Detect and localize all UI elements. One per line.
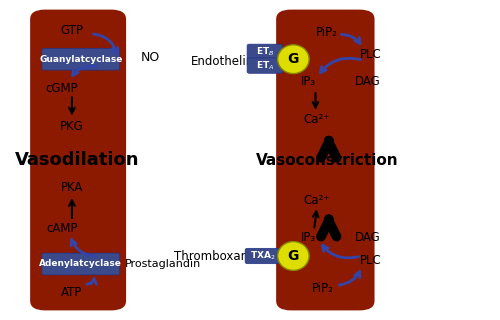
Text: Ca²⁺: Ca²⁺ bbox=[304, 113, 330, 125]
FancyBboxPatch shape bbox=[30, 10, 126, 310]
Text: Vasodilation: Vasodilation bbox=[14, 151, 139, 169]
FancyBboxPatch shape bbox=[247, 58, 282, 73]
FancyBboxPatch shape bbox=[42, 253, 119, 275]
FancyBboxPatch shape bbox=[245, 248, 280, 264]
Text: Thromboxane: Thromboxane bbox=[174, 250, 256, 262]
Text: DAG: DAG bbox=[356, 231, 381, 244]
Text: G: G bbox=[288, 52, 299, 66]
Text: ET$_B$: ET$_B$ bbox=[256, 45, 274, 58]
Text: PLC: PLC bbox=[360, 254, 382, 267]
Text: NO: NO bbox=[141, 51, 161, 64]
Text: IP₃: IP₃ bbox=[300, 231, 316, 244]
Text: Adenylatcyclase: Adenylatcyclase bbox=[40, 260, 122, 268]
Text: G: G bbox=[288, 249, 299, 263]
Text: GTP: GTP bbox=[60, 24, 84, 37]
Text: Vasoconstriction: Vasoconstriction bbox=[256, 153, 398, 167]
Text: Prostaglandin: Prostaglandin bbox=[125, 259, 201, 269]
Text: PiP₂: PiP₂ bbox=[316, 26, 338, 38]
Text: Ca²⁺: Ca²⁺ bbox=[304, 195, 330, 207]
Text: cAMP: cAMP bbox=[46, 222, 78, 235]
Text: PLC: PLC bbox=[360, 48, 382, 61]
Text: cGMP: cGMP bbox=[46, 82, 78, 94]
Text: DAG: DAG bbox=[356, 75, 381, 88]
Ellipse shape bbox=[278, 242, 309, 270]
FancyBboxPatch shape bbox=[276, 10, 374, 310]
Text: IP₃: IP₃ bbox=[300, 75, 316, 88]
Text: TXA$_2$: TXA$_2$ bbox=[250, 250, 276, 262]
Ellipse shape bbox=[278, 45, 309, 74]
Text: Endothelin: Endothelin bbox=[190, 55, 254, 68]
FancyBboxPatch shape bbox=[42, 48, 119, 70]
Text: PKA: PKA bbox=[61, 181, 83, 194]
Text: Guanylatcyclase: Guanylatcyclase bbox=[39, 55, 122, 64]
Text: PKG: PKG bbox=[60, 120, 84, 133]
Text: ET$_A$: ET$_A$ bbox=[256, 59, 274, 72]
FancyBboxPatch shape bbox=[247, 44, 282, 60]
Text: PiP₂: PiP₂ bbox=[312, 282, 334, 295]
Text: ATP: ATP bbox=[62, 286, 82, 299]
